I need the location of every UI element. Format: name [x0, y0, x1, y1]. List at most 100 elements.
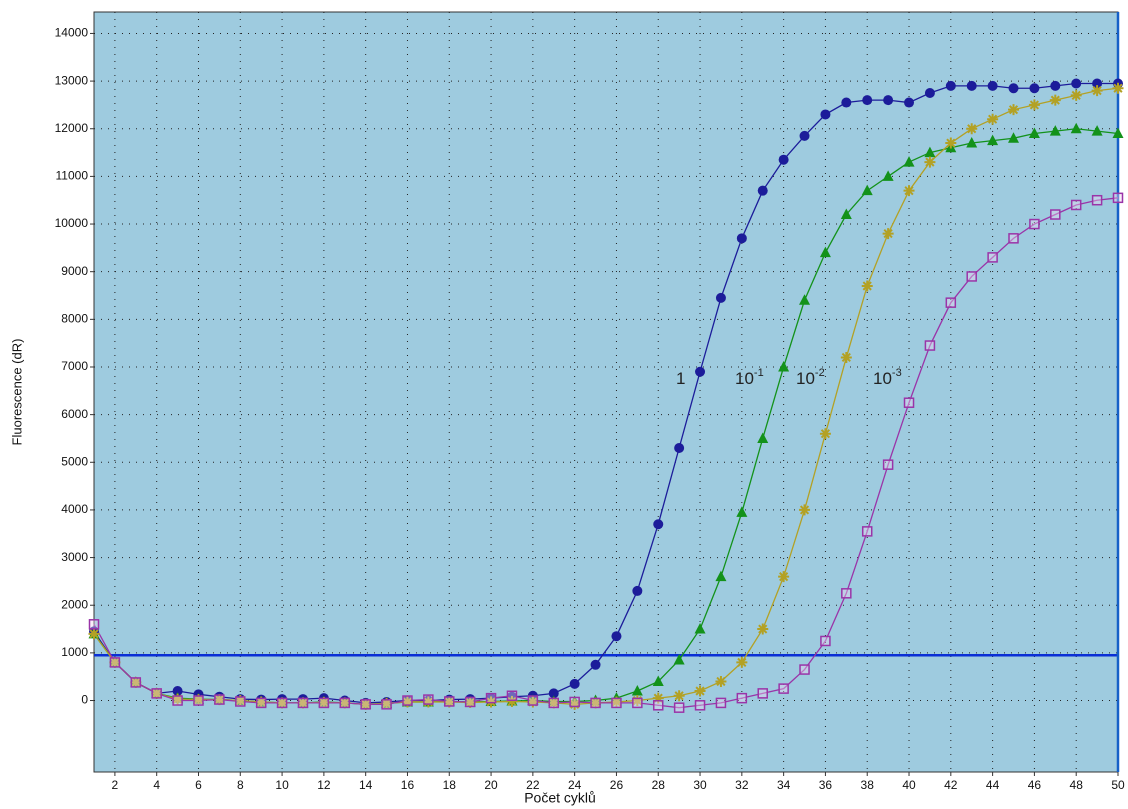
marker: [172, 695, 183, 706]
marker: [548, 697, 560, 709]
marker: [652, 700, 664, 711]
marker: [799, 664, 810, 675]
marker: [820, 635, 831, 647]
curve-label: 10-1: [735, 367, 764, 389]
x-tick-label: 38: [861, 778, 875, 792]
marker: [276, 697, 288, 709]
curve-label-exponent: -1: [754, 367, 764, 379]
marker: [694, 685, 706, 697]
x-tick-label: 24: [568, 778, 582, 792]
marker: [255, 697, 267, 709]
marker: [861, 184, 873, 196]
marker: [987, 252, 998, 263]
marker: [381, 697, 393, 709]
marker: [192, 694, 204, 706]
x-tick-label: 34: [777, 778, 791, 792]
x-tick-label: 8: [237, 778, 244, 792]
marker: [506, 695, 518, 707]
marker: [653, 519, 664, 530]
marker: [1028, 127, 1040, 139]
marker: [130, 677, 142, 688]
marker: [527, 695, 539, 706]
curve-label-base: 10: [796, 369, 815, 388]
marker: [715, 292, 726, 303]
marker: [193, 695, 204, 706]
marker: [924, 340, 936, 351]
marker: [109, 656, 121, 668]
y-tick-label: 3000: [61, 550, 88, 564]
y-tick-label: 9000: [61, 264, 88, 278]
x-tick-label: 2: [112, 778, 119, 792]
marker: [757, 432, 769, 443]
x-axis-label: Počet cyklů: [524, 790, 596, 806]
marker: [778, 571, 790, 583]
marker: [88, 628, 100, 640]
marker: [339, 697, 351, 709]
marker: [841, 97, 852, 108]
marker: [1091, 194, 1103, 206]
curve-label-exponent: -2: [815, 367, 825, 379]
y-tick-label: 0: [81, 693, 88, 707]
marker: [966, 123, 978, 135]
marker: [360, 699, 371, 710]
x-tick-label: 48: [1070, 778, 1084, 792]
marker: [715, 697, 727, 709]
x-tick-label: 42: [944, 778, 958, 792]
marker: [297, 697, 309, 709]
curve-label-base: 10: [873, 369, 892, 388]
x-tick-label: 12: [317, 778, 331, 792]
x-tick-label: 28: [652, 778, 666, 792]
marker: [1008, 132, 1020, 143]
marker: [1070, 89, 1082, 101]
marker: [695, 366, 706, 377]
marker: [569, 698, 581, 710]
marker: [736, 692, 748, 704]
marker: [88, 619, 100, 630]
marker: [966, 137, 978, 148]
marker: [360, 698, 372, 710]
marker: [1029, 83, 1040, 94]
marker: [966, 271, 977, 282]
x-tick-label: 26: [610, 778, 624, 792]
marker: [673, 654, 685, 665]
marker: [924, 146, 936, 158]
marker: [631, 695, 643, 707]
marker: [1091, 125, 1103, 136]
marker: [234, 695, 246, 707]
marker: [443, 696, 455, 708]
marker: [799, 504, 811, 516]
marker: [1029, 218, 1040, 230]
marker: [694, 700, 706, 711]
marker: [778, 683, 789, 694]
x-tick-label: 18: [443, 778, 457, 792]
marker: [673, 702, 685, 713]
marker: [1091, 85, 1103, 97]
marker: [548, 688, 559, 699]
x-tick-label: 14: [359, 778, 373, 792]
marker: [172, 685, 183, 696]
marker: [715, 675, 727, 687]
marker: [945, 80, 956, 91]
x-tick-label: 46: [1028, 778, 1042, 792]
marker: [715, 570, 727, 582]
marker: [840, 208, 852, 220]
x-tick-label: 6: [195, 778, 202, 792]
y-tick-label: 10000: [55, 216, 89, 230]
marker: [757, 623, 769, 635]
marker: [1070, 122, 1082, 134]
y-tick-label: 8000: [61, 312, 88, 326]
y-tick-label: 7000: [61, 359, 88, 373]
marker: [548, 697, 560, 709]
marker: [172, 693, 184, 705]
curve-label: 10-3: [873, 367, 902, 389]
marker: [652, 692, 664, 704]
marker: [590, 697, 601, 709]
marker: [778, 154, 789, 165]
curve-label: 10-2: [796, 367, 825, 389]
marker: [1049, 125, 1061, 136]
marker: [819, 428, 831, 440]
y-tick-label: 14000: [55, 26, 89, 40]
x-tick-label: 22: [526, 778, 540, 792]
marker: [882, 459, 894, 470]
y-tick-label: 11000: [56, 169, 89, 183]
